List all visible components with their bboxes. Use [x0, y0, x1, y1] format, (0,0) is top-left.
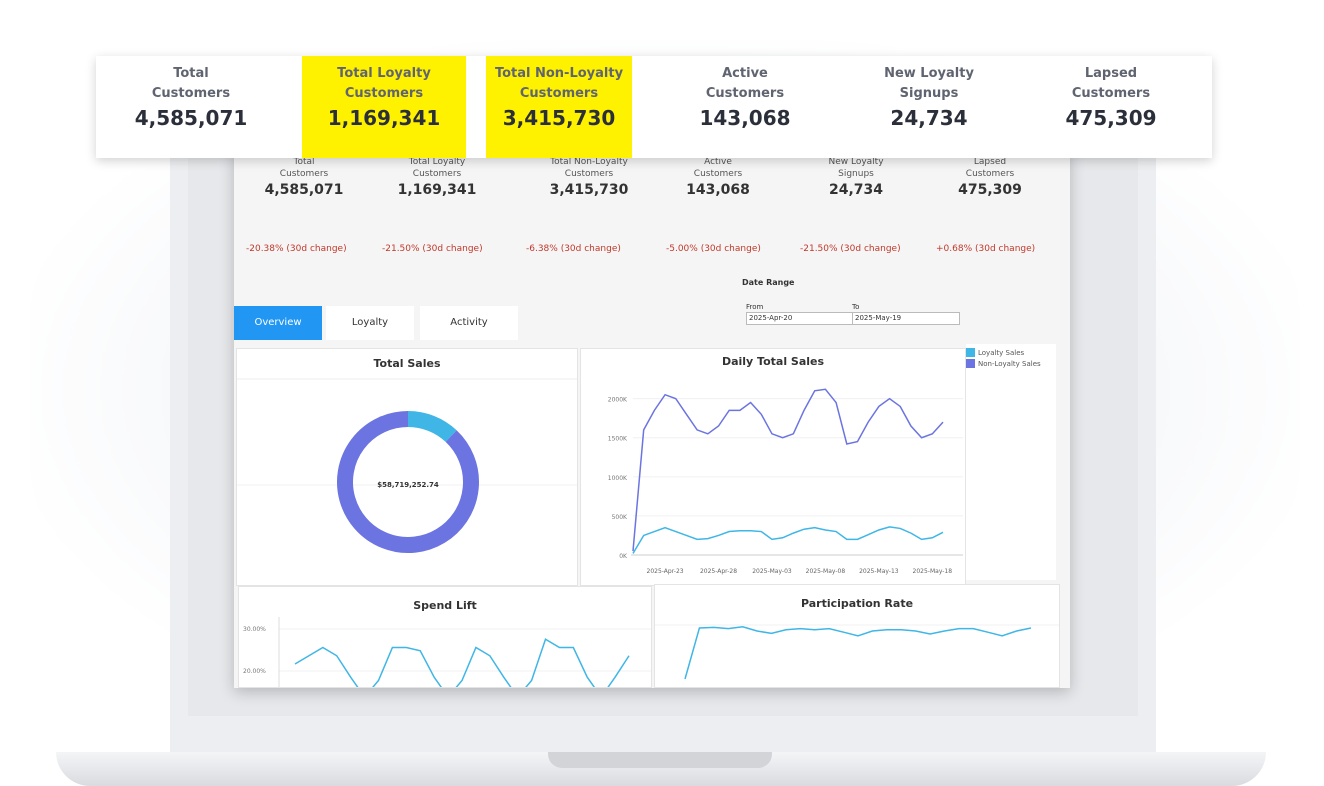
date-from: From 2025-Apr-20: [746, 303, 854, 325]
panel-title: Participation Rate: [800, 597, 914, 610]
banner-kpi-total-non-loyalty-customers: Total Non-Loyalty Customers 3,415,730: [486, 56, 632, 158]
banner-kpi-total-loyalty-customers: Total Loyalty Customers 1,169,341: [302, 56, 466, 158]
series-line-participation-rate: [684, 626, 1032, 680]
y-tick-label: 20.00%: [243, 668, 266, 675]
date-from-label: From: [746, 303, 764, 311]
kpi-banner: Total Customers 4,585,071 Total Loyalty …: [96, 56, 1212, 158]
participation-rate-chart: [655, 624, 1059, 680]
kpi-active-customers: Active Customers 143,068: [670, 156, 766, 198]
kpi-value: 475,309: [958, 182, 1022, 198]
banner-kpi-active-customers: Active Customers 143,068: [680, 56, 810, 158]
banner-kpi-label: Total Non-Loyalty Customers: [494, 66, 624, 101]
banner-kpi-lapsed-customers: Lapsed Customers 475,309: [1046, 56, 1176, 158]
tab-overview[interactable]: Overview: [234, 306, 322, 340]
kpi-label: New Loyalty Signups: [828, 157, 884, 179]
kpi-value: 4,585,071: [264, 182, 344, 198]
x-tick-label: 2025-May-18: [913, 568, 953, 575]
y-tick-label: 0K: [619, 553, 628, 560]
banner-kpi-value: 4,585,071: [134, 106, 248, 130]
x-tick-label: 2025-May-03: [752, 568, 792, 575]
series-line-loyalty-sales: [632, 526, 944, 554]
x-tick-label: 2025-Apr-28: [700, 568, 737, 575]
kpi-value: 1,169,341: [397, 182, 477, 198]
kpi-label: Total Non-Loyalty Customers: [550, 157, 628, 179]
date-to: To 2025-May-19: [852, 303, 960, 325]
daily-total-sales-chart: 0K 500K 1000K 1500K 2000K 2025-Apr-23 2025-Apr…: [608, 388, 963, 575]
spend-lift-chart: 30.00% 20.00%: [243, 617, 651, 687]
banner-kpi-label: Lapsed Customers: [1071, 66, 1151, 101]
panel-title: Spend Lift: [413, 599, 477, 612]
tab-loyalty[interactable]: Loyalty: [326, 306, 414, 340]
daily-sales-legend: Loyalty Sales Non-Loyalty Sales: [966, 348, 1041, 370]
kpi-total-customers: Total Customers 4,585,071: [254, 156, 354, 198]
y-tick-label: 500K: [612, 514, 628, 521]
date-from-input[interactable]: 2025-Apr-20: [746, 312, 854, 325]
series-line-spend-lift: [294, 638, 630, 687]
date-to-label: To: [852, 303, 860, 311]
kpi-change: -21.50% (30d change): [800, 244, 901, 254]
kpi-value: 3,415,730: [549, 182, 629, 198]
legend-swatch-non-loyalty: [966, 359, 975, 368]
tab-activity[interactable]: Activity: [420, 306, 518, 340]
y-tick-label: 2000K: [608, 397, 628, 404]
dashboard: Total Customers 4,585,071 Total Loyalty …: [234, 148, 1070, 688]
kpi-change: -5.00% (30d change): [666, 244, 761, 254]
y-tick-label: 30.00%: [243, 626, 266, 633]
banner-kpi-value: 3,415,730: [502, 106, 616, 130]
kpi-total-non-loyalty-customers: Total Non-Loyalty Customers 3,415,730: [524, 156, 654, 198]
kpi-change: -6.38% (30d change): [526, 244, 621, 254]
banner-kpi-label: Total Loyalty Customers: [337, 66, 431, 101]
legend-panel: [966, 344, 1056, 580]
kpi-total-loyalty-customers: Total Loyalty Customers 1,169,341: [382, 156, 492, 198]
banner-kpi-label: New Loyalty Signups: [884, 66, 974, 101]
kpi-value: 24,734: [828, 182, 884, 198]
y-tick-label: 1500K: [608, 436, 628, 443]
banner-kpi-value: 24,734: [890, 106, 968, 130]
dashboard-kpi-row: Total Customers 4,585,071 Total Loyalty …: [234, 156, 1070, 222]
banner-kpi-total-customers: Total Customers 4,585,071: [116, 56, 266, 158]
legend-swatch-loyalty: [966, 348, 975, 357]
daily-total-sales-panel: Daily Total Sales 0K 500K 1000K 1500K 2000K 2…: [580, 348, 966, 586]
date-range-title: Date Range: [742, 278, 795, 287]
kpi-change-row: -20.38% (30d change) -21.50% (30d change…: [234, 244, 1070, 258]
banner-kpi-new-loyalty-signups: New Loyalty Signups 24,734: [854, 56, 1004, 158]
kpi-label: Active Customers: [693, 157, 743, 179]
panel-title: Total Sales: [373, 357, 441, 370]
spend-lift-panel: Spend Lift 30.00% 20.00%: [238, 586, 652, 688]
series-line-non-loyalty-sales: [632, 388, 944, 552]
kpi-label: Total Loyalty Customers: [408, 157, 466, 179]
legend-item: Non-Loyalty Sales: [966, 359, 1041, 368]
legend-label: Loyalty Sales: [978, 348, 1025, 357]
total-sales-panel: Total Sales $58,719,252.74: [236, 348, 578, 586]
x-tick-label: 2025-Apr-23: [647, 568, 684, 575]
participation-rate-panel: Participation Rate: [654, 584, 1060, 688]
legend-item: Loyalty Sales: [966, 348, 1041, 357]
kpi-change: +0.68% (30d change): [936, 244, 1036, 254]
kpi-change: -21.50% (30d change): [382, 244, 483, 254]
donut-slice-loyalty-sales: [407, 411, 457, 443]
x-tick-label: 2025-May-08: [806, 568, 846, 575]
banner-kpi-value: 475,309: [1065, 106, 1157, 130]
banner-kpi-value: 1,169,341: [327, 106, 441, 130]
panel-title: Daily Total Sales: [721, 355, 825, 368]
laptop-notch: [548, 752, 772, 768]
kpi-label: Total Customers: [279, 157, 329, 179]
kpi-lapsed-customers: Lapsed Customers 475,309: [940, 156, 1040, 198]
total-sales-donut: $58,719,252.74: [237, 378, 577, 553]
kpi-value: 143,068: [686, 182, 750, 198]
kpi-label: Lapsed Customers: [965, 157, 1015, 179]
date-to-input[interactable]: 2025-May-19: [852, 312, 960, 325]
banner-kpi-value: 143,068: [699, 106, 791, 130]
x-tick-label: 2025-May-13: [859, 568, 899, 575]
kpi-change: -20.38% (30d change): [246, 244, 347, 254]
banner-kpi-label: Total Customers: [151, 66, 231, 101]
donut-slice-non-loyalty-sales: [337, 411, 479, 553]
kpi-new-loyalty-signups: New Loyalty Signups 24,734: [806, 156, 906, 198]
donut-center-label: $58,719,252.74: [377, 481, 439, 489]
legend-label: Non-Loyalty Sales: [978, 359, 1041, 368]
banner-kpi-label: Active Customers: [705, 66, 785, 101]
y-tick-label: 1000K: [608, 475, 628, 482]
